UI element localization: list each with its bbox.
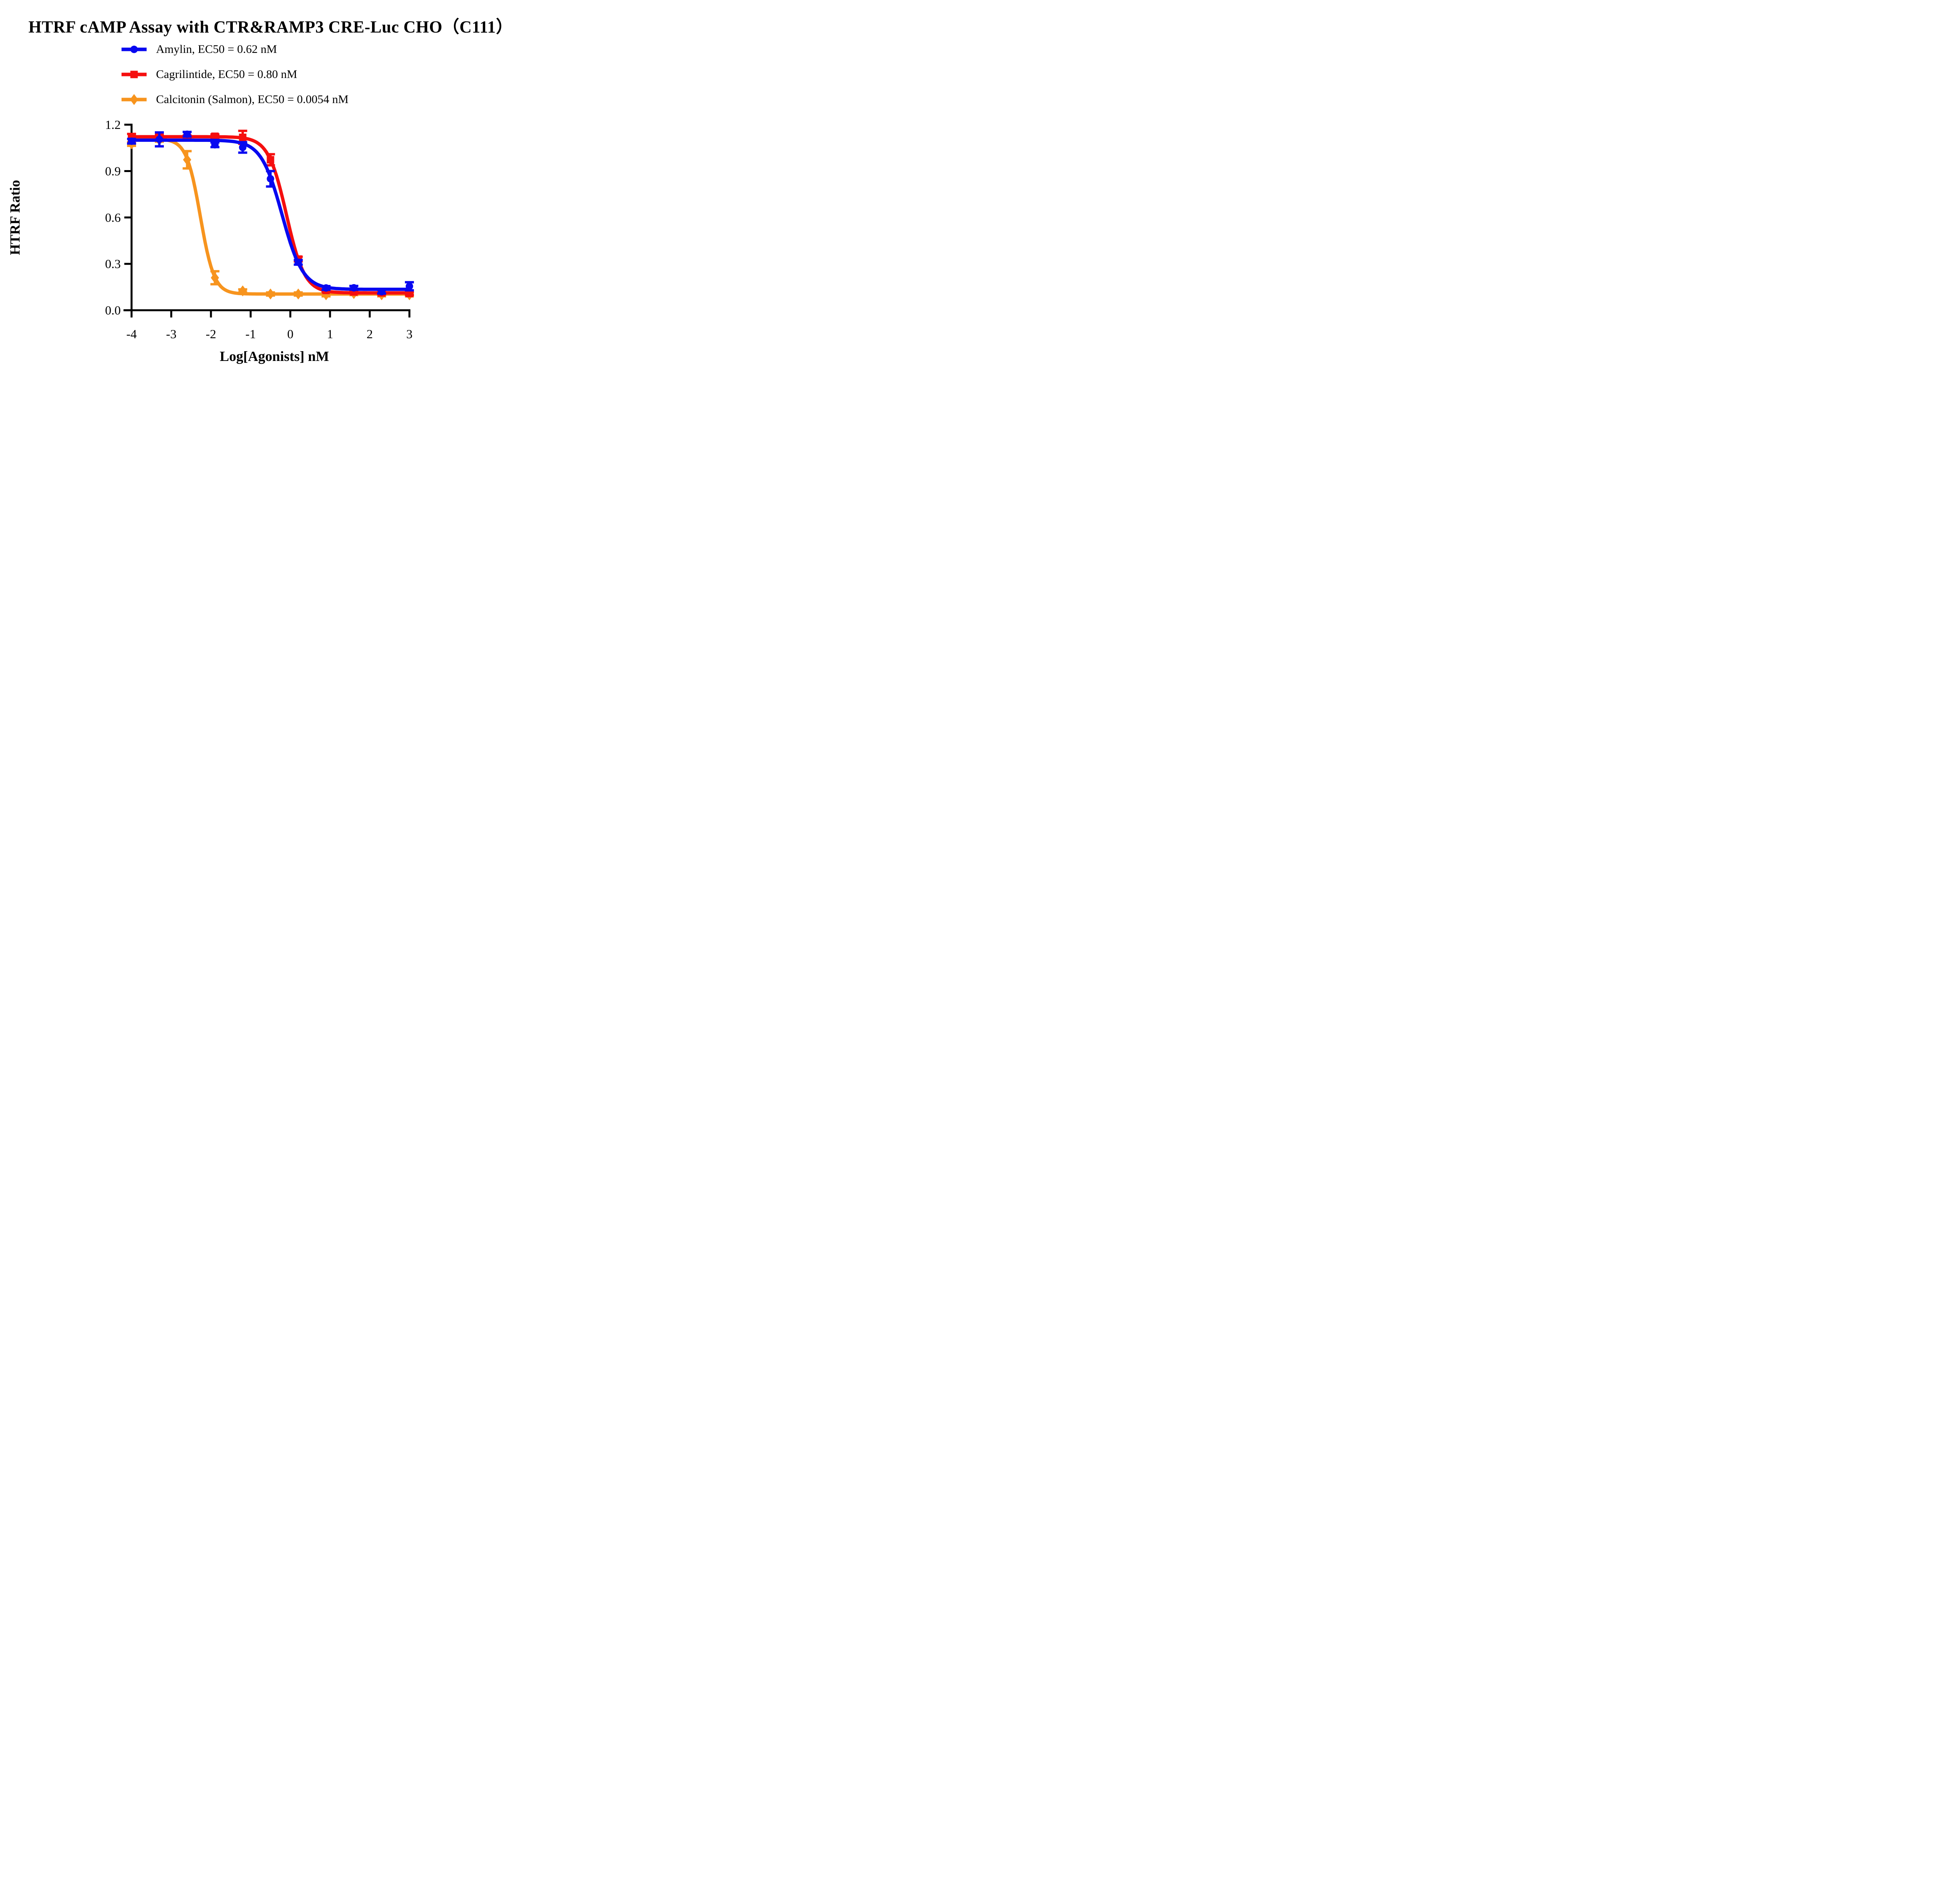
x-tick-marks xyxy=(131,310,410,318)
x-tick-label: 1 xyxy=(327,327,333,341)
chart-title: HTRF cAMP Assay with CTR&RAMP3 CRE-Luc C… xyxy=(28,18,513,36)
x-axis-title: Log[Agonists] nM xyxy=(220,348,329,364)
cagrilintide-error-bars xyxy=(127,129,414,296)
legend-label: Amylin, EC50 = 0.62 nM xyxy=(156,43,277,56)
cagrilintide-data-points xyxy=(128,132,413,297)
calcitonin-line-diamond-icon xyxy=(122,94,147,105)
y-tick-labels: 0.0 0.3 0.6 0.9 1.2 xyxy=(105,118,121,317)
dose-response-plot: -4 -3 -2 -1 0 1 2 3 0.0 0.3 0.6 0.9 1.2 Log[Agonists]… xyxy=(7,118,414,364)
figure-page: HTRF cAMP Assay with CTR&RAMP3 CRE-Luc C… xyxy=(0,0,541,378)
legend: Amylin, EC50 = 0.62 nM Cagrilintide, EC5… xyxy=(121,37,348,112)
series-cagrilintide xyxy=(127,129,414,297)
y-tick-label: 0.3 xyxy=(105,257,121,271)
legend-label: Calcitonin (Salmon), EC50 = 0.0054 nM xyxy=(156,93,349,106)
x-tick-label: -4 xyxy=(126,327,137,341)
legend-item-cagrilintide: Cagrilintide, EC50 = 0.80 nM xyxy=(121,62,348,87)
legend-item-amylin: Amylin, EC50 = 0.62 nM xyxy=(121,37,348,62)
x-tick-label: -1 xyxy=(245,327,256,341)
legend-label: Cagrilintide, EC50 = 0.80 nM xyxy=(156,68,298,81)
x-tick-label: 2 xyxy=(367,327,373,341)
series-amylin xyxy=(127,131,414,295)
y-axis-title: HTRF Ratio xyxy=(7,180,23,255)
axes xyxy=(123,123,410,318)
y-tick-label: 0.9 xyxy=(105,164,121,178)
x-tick-label: 0 xyxy=(287,327,294,341)
cagrilintide-line-square-icon xyxy=(122,71,147,78)
amylin-line-circle-icon xyxy=(122,45,147,53)
x-tick-label: -2 xyxy=(206,327,216,341)
x-tick-label: -3 xyxy=(166,327,177,341)
x-tick-label: 3 xyxy=(406,327,412,341)
amylin-data-points xyxy=(128,131,413,295)
x-tick-labels: -4 -3 -2 -1 0 1 2 3 xyxy=(126,327,412,341)
y-tick-label: 0.6 xyxy=(105,210,121,225)
y-tick-label: 0.0 xyxy=(105,303,121,317)
legend-item-calcitonin: Calcitonin (Salmon), EC50 = 0.0054 nM xyxy=(121,87,348,112)
y-tick-label: 1.2 xyxy=(105,118,121,132)
y-tick-marks xyxy=(124,123,132,312)
